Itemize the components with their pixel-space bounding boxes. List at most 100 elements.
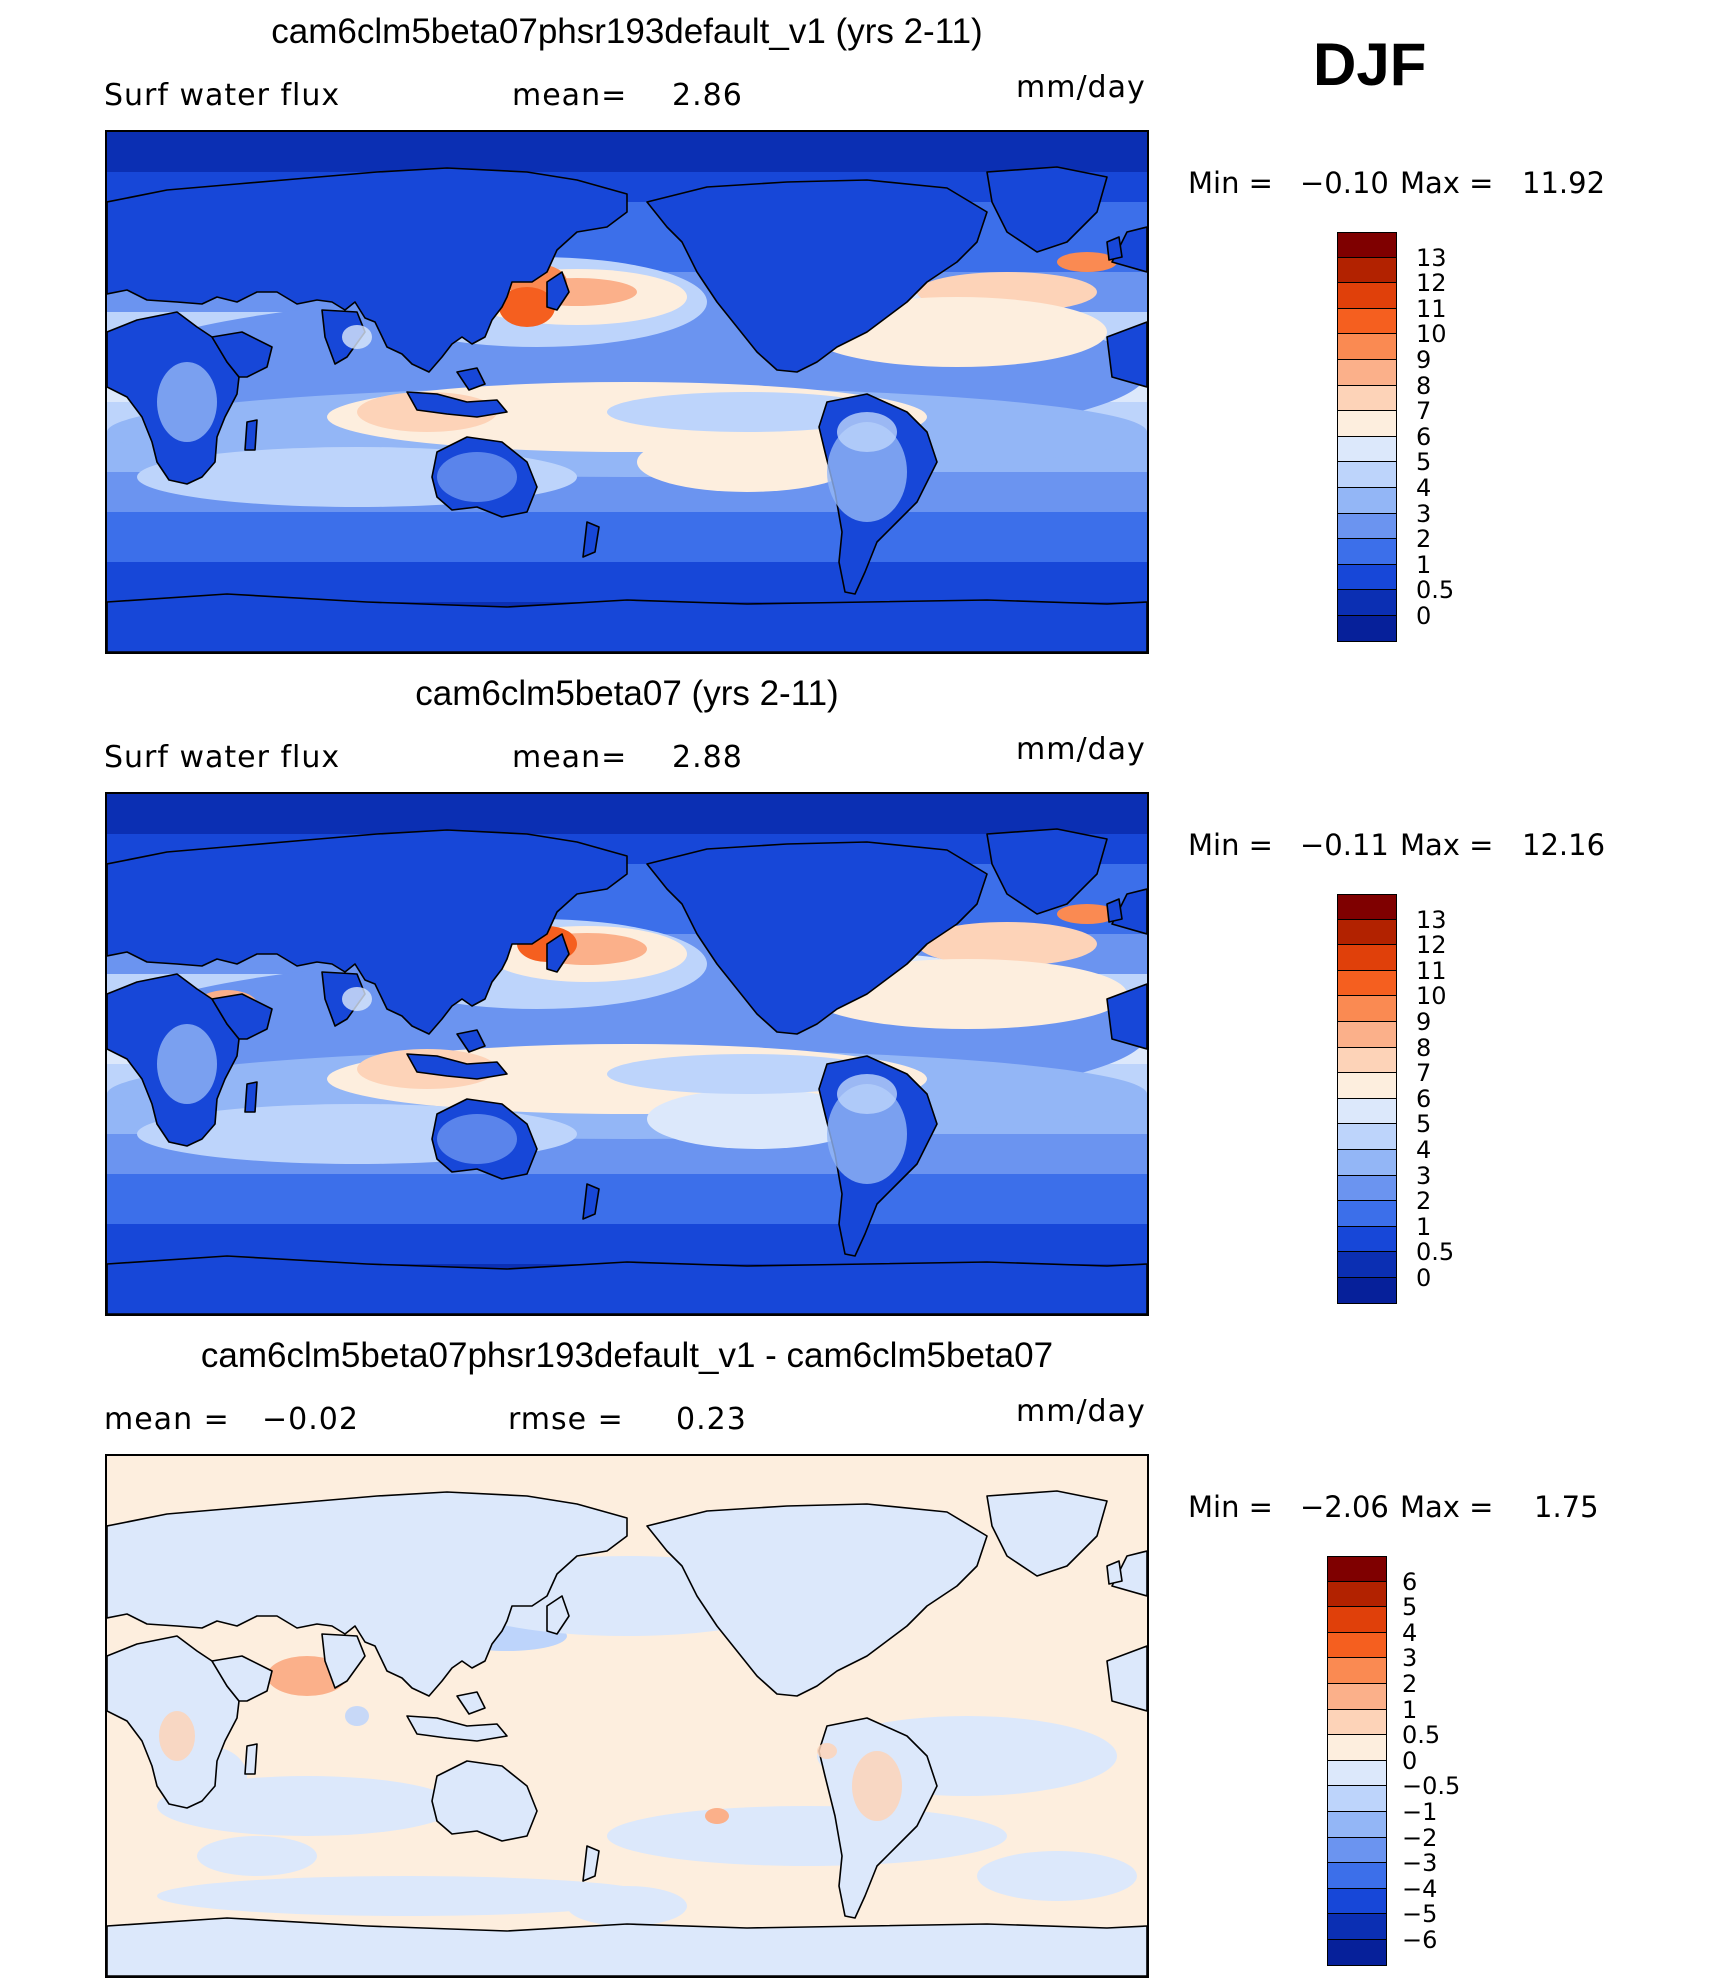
units-label: mm/day xyxy=(1016,70,1146,105)
colorbar-swatch xyxy=(1337,1073,1397,1099)
land-field xyxy=(837,412,897,452)
variable-label: Surf water flux xyxy=(104,78,341,113)
land-n-america xyxy=(646,179,988,373)
colorbar-swatch xyxy=(1337,487,1397,514)
colorbar-tick-label: 10 xyxy=(1416,320,1447,349)
land-africa-west xyxy=(1106,983,1147,1050)
colorbar-swatch xyxy=(1327,1658,1387,1684)
colorbar-tick-label: 1 xyxy=(1416,1212,1432,1241)
min-label: Min = xyxy=(1188,828,1273,862)
field-contour xyxy=(1057,252,1117,272)
colorbar-swatch xyxy=(1327,1863,1387,1889)
colorbar-swatch xyxy=(1327,1888,1387,1915)
colorbar-swatch xyxy=(1337,462,1397,488)
colorbar-tick-label: 10 xyxy=(1416,982,1447,1011)
field-band xyxy=(107,1174,1147,1224)
colorbar-swatch xyxy=(1327,1556,1387,1582)
colorbar-swatch xyxy=(1327,1581,1387,1608)
colorbar-tick-label: 3 xyxy=(1416,499,1432,528)
colorbar-swatch xyxy=(1327,1709,1387,1736)
colorbar-swatch xyxy=(1337,232,1397,258)
panel-title: cam6clm5beta07 (yrs 2-11) xyxy=(415,674,839,713)
land-africa-west xyxy=(1106,1645,1147,1712)
max-label: Max = xyxy=(1400,828,1494,862)
colorbar-tick-label: 7 xyxy=(1416,397,1432,426)
variable-label: Surf water flux xyxy=(104,740,341,775)
land-australia xyxy=(431,1760,538,1842)
field-contour xyxy=(197,1836,317,1876)
max-label: Max = xyxy=(1400,1490,1494,1524)
min-label: Min = xyxy=(1188,1490,1273,1524)
units-label: mm/day xyxy=(1016,732,1146,767)
land-field xyxy=(852,1751,902,1821)
mean-label: mean= xyxy=(512,78,628,113)
colorbar-tick-label: 3 xyxy=(1416,1161,1432,1190)
colorbar-swatch xyxy=(1337,590,1397,616)
colorbar-tick-label: 5 xyxy=(1416,1110,1432,1139)
land-indonesia xyxy=(406,391,508,418)
land-indonesia xyxy=(406,1053,508,1080)
land-field xyxy=(837,1074,897,1114)
colorbar-tick-label: 0.5 xyxy=(1402,1721,1441,1750)
field-contour xyxy=(917,922,1097,966)
field-contour xyxy=(977,1851,1137,1901)
land-field xyxy=(159,1711,195,1761)
land-field xyxy=(437,1114,517,1164)
land-greenland xyxy=(986,166,1108,253)
colorbar-swatch xyxy=(1327,1939,1387,1966)
mean-value: 2.86 xyxy=(672,78,743,113)
min-value: −2.06 xyxy=(1300,1490,1389,1524)
colorbar-swatch xyxy=(1327,1683,1387,1710)
panel-title: cam6clm5beta07phsr193default_v1 (yrs 2-1… xyxy=(271,12,983,51)
colorbar-tick-label: 4 xyxy=(1416,474,1432,502)
colorbar-swatch xyxy=(1327,1914,1387,1940)
colorbar-swatch xyxy=(1337,436,1397,463)
land-madagascar xyxy=(244,1081,258,1113)
land-arabia xyxy=(211,331,273,378)
land-greenland xyxy=(986,828,1108,915)
colorbar-tick-label: 13 xyxy=(1416,905,1447,934)
colorbar-swatch xyxy=(1337,1175,1397,1202)
field-band xyxy=(107,794,1147,834)
land-n-america xyxy=(646,1503,988,1697)
land-field xyxy=(342,325,372,349)
panel-title: cam6clm5beta07phsr193default_v1 - cam6cl… xyxy=(200,1336,1054,1375)
field-contour xyxy=(607,1054,887,1094)
colorbar-swatch xyxy=(1337,970,1397,997)
colorbar-tick-label: −2 xyxy=(1402,1823,1438,1852)
colorbar-tick-label: 6 xyxy=(1402,1567,1418,1596)
colorbar-tick-label: 2 xyxy=(1416,1187,1432,1216)
land-field xyxy=(345,1706,369,1726)
colorbar-tick-label: 2 xyxy=(1402,1670,1418,1698)
colorbar-swatch xyxy=(1337,996,1397,1022)
land-antarctica xyxy=(107,1917,1147,1976)
land-africa-west xyxy=(1106,321,1147,388)
colorbar-tick-label: 12 xyxy=(1416,269,1447,298)
colorbar-swatch xyxy=(1337,564,1397,591)
colorbar-swatch xyxy=(1337,1252,1397,1278)
land-detail xyxy=(157,987,907,1184)
field-contour xyxy=(567,1886,687,1926)
colorbar-swatch xyxy=(1337,1149,1397,1176)
colorbar-swatch xyxy=(1337,1098,1397,1125)
colorbar-tick-label: 0.5 xyxy=(1416,1238,1455,1267)
land-europe-west xyxy=(1111,888,1147,935)
field-band xyxy=(107,132,1147,172)
field-contour xyxy=(705,1808,729,1824)
colorbar-tick-label: 11 xyxy=(1416,956,1447,985)
mean-value: 2.88 xyxy=(672,740,743,775)
colorbar-swatch xyxy=(1337,1226,1397,1253)
rmse-value: 0.23 xyxy=(676,1402,747,1437)
field-contour xyxy=(499,287,555,327)
land-borneo xyxy=(456,1691,486,1715)
colorbar-tick-label: 12 xyxy=(1416,931,1447,960)
colorbar-swatch xyxy=(1337,1124,1397,1150)
land-europe-west xyxy=(1111,1550,1147,1597)
colorbar-tick-label: 5 xyxy=(1402,1593,1418,1622)
land-detail xyxy=(157,325,907,522)
land-india xyxy=(321,1633,366,1689)
map-plot xyxy=(105,130,1149,654)
land-madagascar xyxy=(244,419,258,451)
land-field xyxy=(342,987,372,1011)
land-field xyxy=(157,1024,217,1104)
